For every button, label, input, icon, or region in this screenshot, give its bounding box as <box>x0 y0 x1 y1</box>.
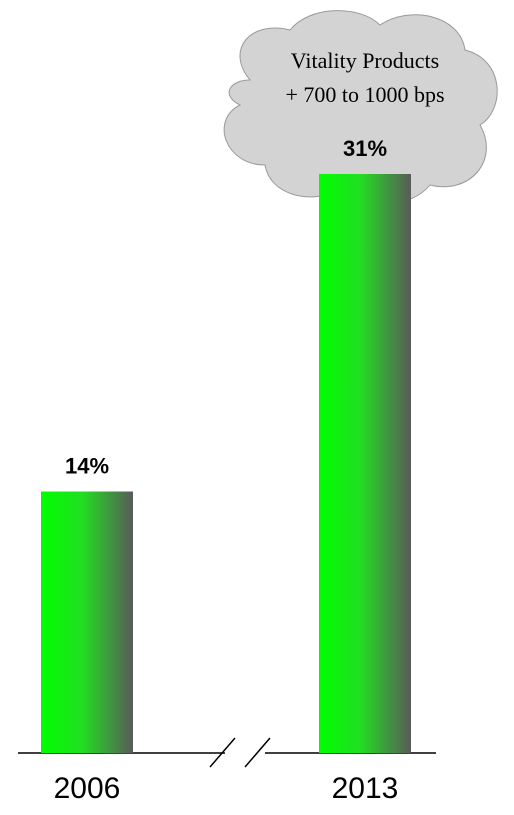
x-tick-label: 2013 <box>332 772 399 805</box>
annotation-line: + 700 to 1000 bps <box>285 82 444 107</box>
value-label: 31% <box>343 136 387 161</box>
annotation-line: Vitality Products <box>291 48 439 73</box>
bar <box>319 174 411 753</box>
bar <box>41 491 133 753</box>
cloud <box>223 10 498 205</box>
x-tick-label: 2006 <box>54 772 121 805</box>
value-label: 14% <box>65 453 109 478</box>
